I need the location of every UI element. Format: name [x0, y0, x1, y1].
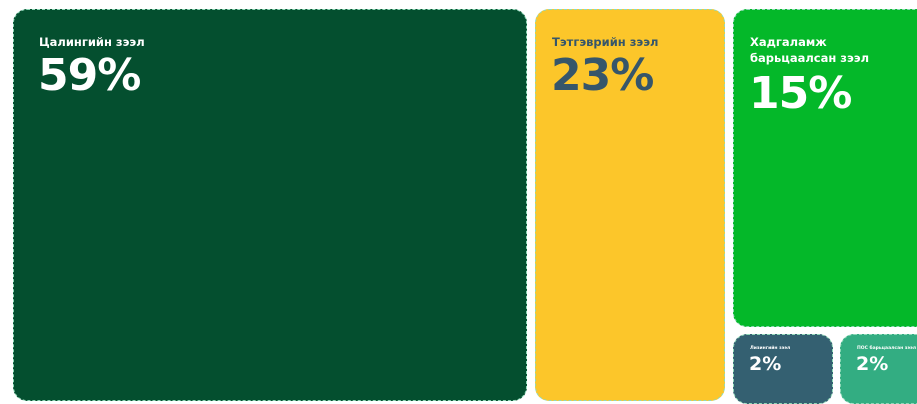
tile-label: Лизингийн зээл — [750, 347, 790, 352]
tile-label: Хадгаламж барьцаалсан зээл — [750, 35, 900, 66]
tile-label: ПОС барьцаалсан зээл — [857, 347, 916, 352]
tile-label: Тэтгэврийн зээл — [552, 35, 658, 51]
tile-value: 23% — [551, 54, 653, 98]
treemap-tile-pos-backed-loan: ПОС барьцаалсан зээл 2% — [840, 334, 917, 404]
tile-label: Цалингийн зээл — [39, 35, 145, 51]
treemap-tile-salary-loan: Цалингийн зээл 59% — [13, 9, 527, 401]
treemap-tile-pension-loan: Тэтгэврийн зээл 23% — [535, 9, 725, 401]
tile-value: 2% — [856, 355, 888, 374]
tile-value: 2% — [749, 355, 781, 374]
treemap-tile-deposit-backed-loan: Хадгаламж барьцаалсан зээл 15% — [733, 9, 917, 327]
treemap-chart: Цалингийн зээл 59% Тэтгэврийн зээл 23% Х… — [0, 0, 917, 393]
treemap-tile-leasing-loan: Лизингийн зээл 2% — [733, 334, 833, 404]
tile-value: 15% — [749, 72, 851, 116]
tile-value: 59% — [38, 54, 140, 98]
